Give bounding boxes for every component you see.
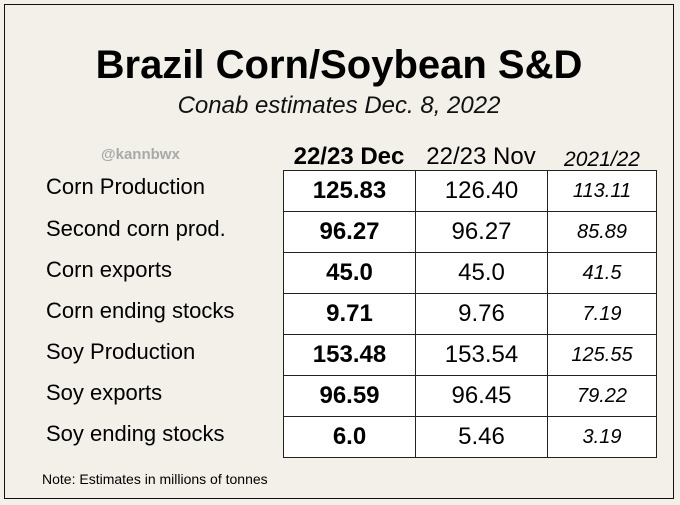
row-label: Soy exports [46, 380, 163, 405]
cell-prev: 41.5 [547, 252, 657, 294]
cell-prev: 7.19 [547, 293, 657, 335]
row-label: Corn ending stocks [46, 298, 235, 323]
table-row: 45.0 45.0 41.5 [283, 252, 657, 294]
page-subtitle: Conab estimates Dec. 8, 2022 [177, 92, 501, 119]
row-label: Corn Production [46, 174, 205, 199]
table-row: 125.83 126.40 113.11 [283, 170, 657, 212]
cell-nov: 96.27 [415, 211, 548, 253]
cell-nov: 5.46 [415, 416, 548, 458]
cell-prev: 79.22 [547, 375, 657, 417]
table-row: 6.0 5.46 3.19 [283, 416, 657, 458]
watermark-handle: @kannbwx [101, 146, 180, 163]
cell-nov: 96.45 [415, 375, 548, 417]
cell-dec: 9.71 [283, 293, 416, 335]
footnote: Note: Estimates in millions of tonnes [42, 471, 268, 487]
cell-dec: 96.59 [283, 375, 416, 417]
graphic-frame: Brazil Corn/Soybean S&D Conab estimates … [4, 4, 674, 499]
table-row: 96.59 96.45 79.22 [283, 375, 657, 417]
cell-nov: 153.54 [415, 334, 548, 376]
cell-prev: 113.11 [547, 170, 657, 212]
column-header-prev: 2021/22 [564, 148, 640, 171]
cell-dec: 96.27 [283, 211, 416, 253]
cell-dec: 45.0 [283, 252, 416, 294]
cell-nov: 126.40 [415, 170, 548, 212]
cell-prev: 3.19 [547, 416, 657, 458]
table-row: 96.27 96.27 85.89 [283, 211, 657, 253]
cell-dec: 125.83 [283, 170, 416, 212]
column-header-nov: 22/23 Nov [426, 143, 536, 170]
cell-prev: 125.55 [547, 334, 657, 376]
column-header-dec: 22/23 Dec [293, 143, 405, 170]
row-label: Soy ending stocks [46, 421, 225, 446]
row-label: Second corn prod. [46, 216, 226, 241]
page-title: Brazil Corn/Soybean S&D [95, 43, 583, 87]
row-label: Soy Production [46, 339, 196, 364]
cell-dec: 153.48 [283, 334, 416, 376]
cell-dec: 6.0 [283, 416, 416, 458]
cell-nov: 9.76 [415, 293, 548, 335]
data-table: 125.83 126.40 113.11 96.27 96.27 85.89 4… [283, 170, 657, 458]
cell-nov: 45.0 [415, 252, 548, 294]
cell-prev: 85.89 [547, 211, 657, 253]
row-label: Corn exports [46, 257, 172, 282]
table-row: 153.48 153.54 125.55 [283, 334, 657, 376]
table-row: 9.71 9.76 7.19 [283, 293, 657, 335]
